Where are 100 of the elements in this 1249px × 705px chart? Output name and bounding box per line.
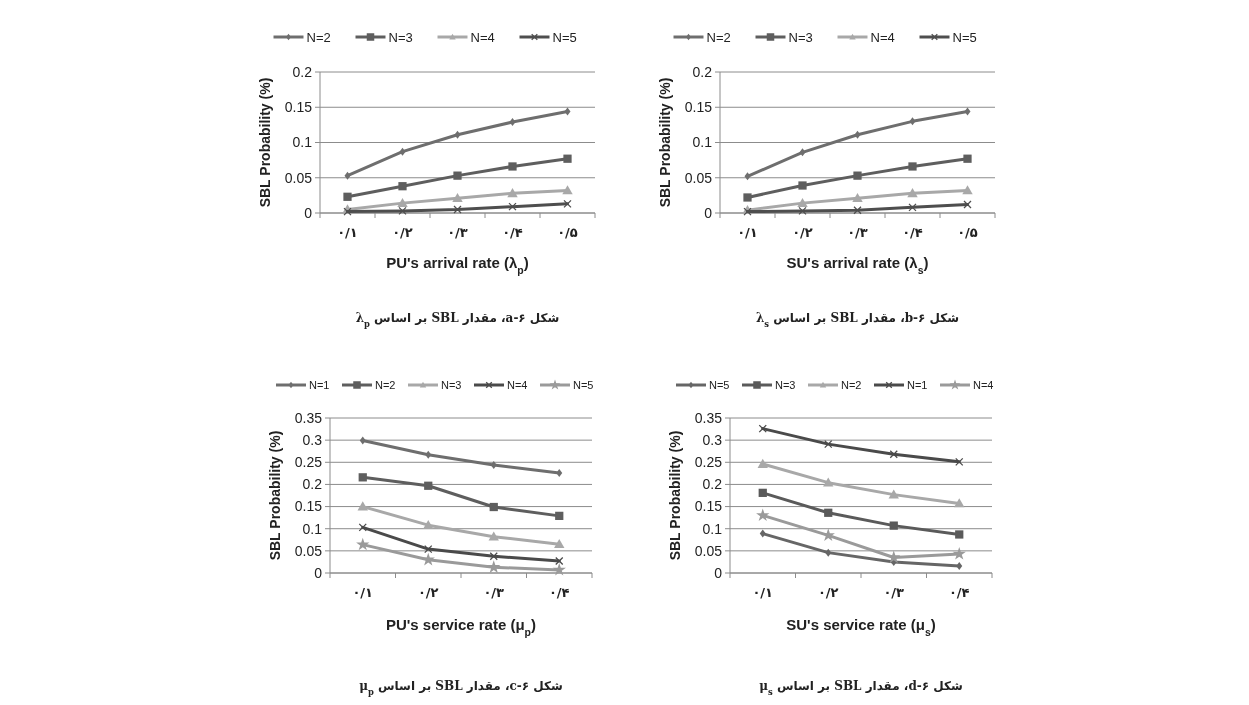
- point: [488, 531, 499, 541]
- point: [508, 202, 517, 211]
- point: [964, 107, 971, 116]
- point: [358, 473, 367, 482]
- x-axis-title: PU's service rate (μ$_{p}$): [385, 616, 537, 638]
- y-tick-label: 0.05: [684, 169, 713, 186]
- y-axis-title: SBL Probability (%): [667, 430, 683, 561]
- y-tick-label: 0.25: [694, 454, 723, 471]
- point: [489, 502, 498, 512]
- legend-label: N=5: [709, 378, 730, 391]
- legend-label: N=2: [306, 29, 331, 45]
- x-tick-label: ۰/۱: [752, 585, 774, 600]
- y-tick-label: 0.2: [302, 476, 323, 493]
- point: [852, 193, 863, 203]
- legend-label: N=2: [841, 378, 862, 391]
- point: [757, 458, 768, 468]
- legend-label: N=4: [470, 29, 495, 45]
- x-tick-label: ۰/۳: [847, 225, 868, 240]
- legend-label: N=5: [552, 29, 577, 45]
- point: [907, 188, 918, 198]
- y-tick-label: 0.25: [294, 454, 323, 471]
- point: [908, 162, 917, 171]
- y-tick-label: 0: [714, 564, 723, 581]
- point: [563, 154, 572, 163]
- y-tick-label: 0: [304, 204, 313, 221]
- y-tick-label: 0.2: [702, 476, 723, 493]
- point: [955, 530, 964, 539]
- x-tick-label: ۰/۵: [957, 225, 978, 240]
- point: [453, 171, 462, 180]
- point: [743, 193, 752, 202]
- y-tick-label: 0.35: [294, 409, 323, 426]
- legend-label: N=3: [388, 29, 413, 45]
- point: [508, 162, 517, 171]
- point: [798, 206, 807, 216]
- x-tick-label: ۰/۲: [417, 585, 439, 600]
- point: [555, 511, 564, 520]
- point: [853, 171, 862, 180]
- point: [954, 498, 965, 508]
- x-tick-label: ۰/۴: [948, 585, 970, 600]
- y-tick-label: 0.1: [702, 520, 723, 537]
- point: [758, 488, 767, 497]
- point: [798, 181, 807, 190]
- point: [452, 193, 463, 203]
- x-tick-label: ۰/۱: [352, 585, 374, 600]
- point: [955, 457, 964, 466]
- x-tick-label: ۰/۴: [548, 585, 570, 600]
- y-tick-label: 0.3: [302, 432, 323, 449]
- point: [956, 561, 963, 570]
- point: [453, 205, 462, 214]
- x-tick-label: ۰/۳: [447, 225, 468, 240]
- point: [507, 188, 518, 198]
- point: [563, 199, 572, 208]
- point: [489, 552, 498, 561]
- point: [398, 206, 407, 216]
- y-tick-label: 0.1: [692, 134, 713, 151]
- y-tick-label: 0: [314, 564, 323, 581]
- legend-label: N=4: [870, 29, 895, 45]
- point: [399, 147, 406, 156]
- legend-label: N=4: [973, 378, 994, 391]
- point: [854, 130, 861, 139]
- x-axis-title: SU's service rate (μ$_{s}$): [786, 616, 936, 638]
- point: [888, 489, 899, 499]
- y-tick-label: 0.05: [284, 169, 313, 186]
- point: [343, 192, 352, 201]
- point: [759, 529, 766, 538]
- point: [358, 523, 367, 532]
- x-tick-label: ۰/۳: [483, 585, 505, 600]
- point: [555, 556, 564, 566]
- point: [487, 560, 501, 573]
- point: [425, 450, 432, 459]
- y-tick-label: 0: [704, 204, 713, 221]
- x-tick-label: ۰/۲: [817, 585, 839, 600]
- x-tick-label: ۰/۵: [557, 225, 578, 240]
- y-tick-label: 0.1: [292, 134, 313, 151]
- legend-label: N=3: [775, 378, 796, 391]
- legend-label: N=2: [706, 29, 731, 45]
- legend-label: N=3: [441, 378, 462, 391]
- point: [797, 197, 808, 208]
- point: [356, 537, 370, 551]
- legend-label: N=4: [507, 378, 528, 391]
- legend-label: N=1: [907, 378, 928, 391]
- y-tick-label: 0.15: [684, 99, 713, 116]
- y-axis-title: SBL Probability (%): [657, 77, 673, 208]
- y-tick-label: 0.05: [294, 542, 323, 559]
- legend-label: N=2: [375, 378, 396, 391]
- point: [454, 130, 461, 139]
- point: [963, 200, 972, 209]
- point: [909, 117, 916, 126]
- point: [509, 118, 516, 127]
- point: [397, 197, 408, 208]
- y-tick-label: 0.2: [692, 63, 713, 80]
- point: [908, 203, 917, 212]
- point: [756, 508, 770, 522]
- y-tick-label: 0.15: [694, 498, 723, 515]
- y-tick-label: 0.15: [284, 99, 313, 116]
- legend-label: N=5: [952, 29, 977, 45]
- point: [889, 521, 898, 530]
- point: [359, 436, 366, 445]
- point: [554, 539, 565, 549]
- x-axis-title: PU's arrival rate (λ$_{p}$): [386, 254, 529, 276]
